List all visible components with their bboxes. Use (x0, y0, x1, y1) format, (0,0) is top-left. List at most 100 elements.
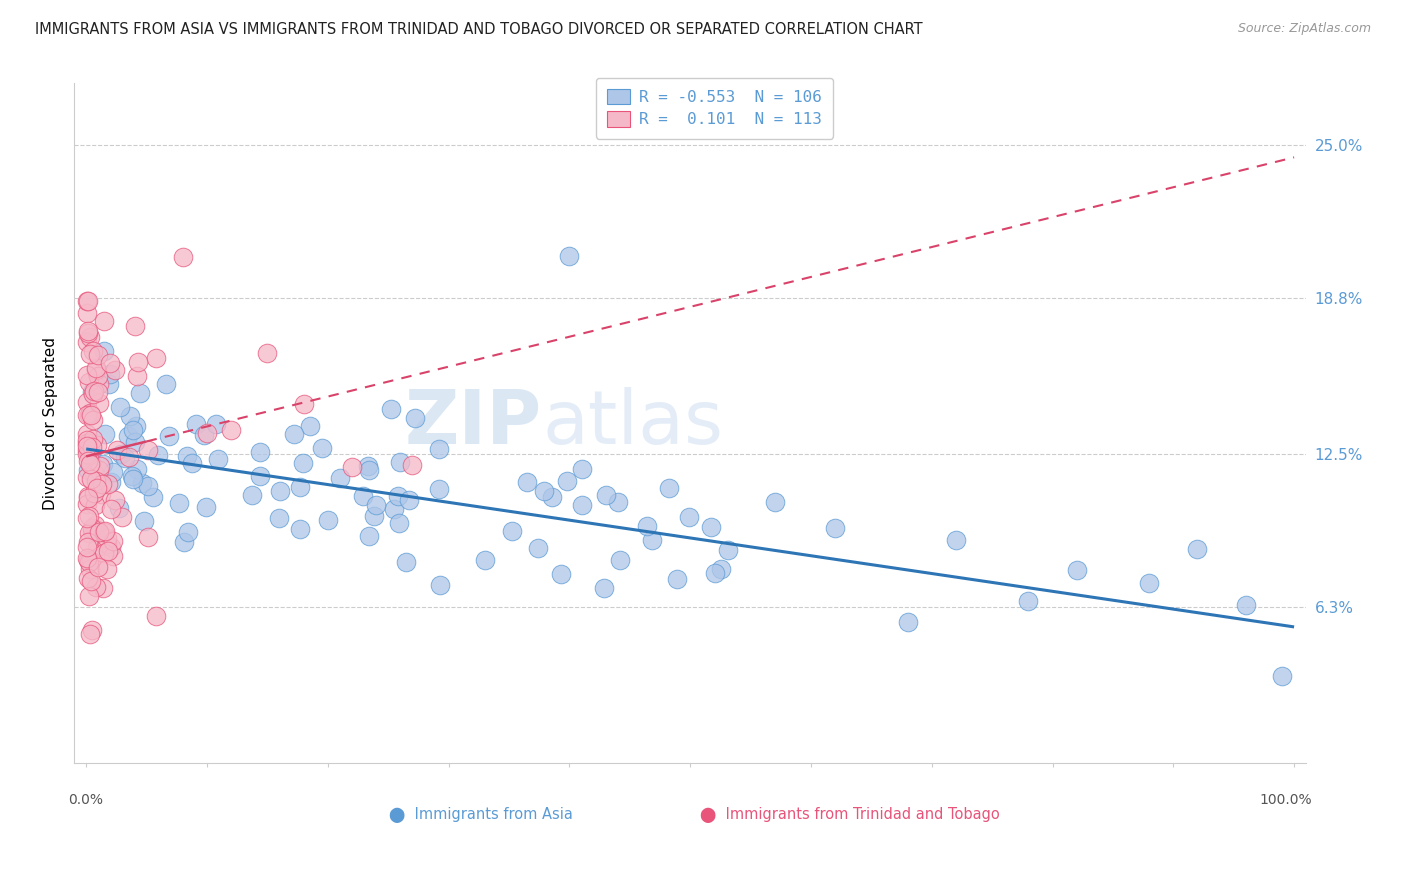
Point (117, 450, 139, 464)
Point (91, 581, 114, 595)
Point (108, 501, 131, 516)
Point (533, 483, 555, 498)
Text: ⬤  Immigrants from Trinidad and Tobago: ⬤ Immigrants from Trinidad and Tobago (700, 807, 1000, 823)
Point (606, 494, 628, 508)
Point (219, 423, 242, 437)
Point (717, 543, 740, 558)
Point (79, 441, 101, 455)
Point (93, 546, 115, 560)
Point (176, 449, 198, 463)
Point (550, 567, 572, 582)
Point (89, 524, 111, 539)
Point (79, 330, 101, 344)
Point (80, 623, 103, 637)
Point (79, 472, 101, 486)
Point (77, 491, 100, 505)
Point (87, 369, 110, 384)
Point (76, 511, 98, 525)
Legend: R = -0.553  N = 106, R =  0.101  N = 113: R = -0.553 N = 106, R = 0.101 N = 113 (596, 78, 834, 138)
Point (105, 442, 128, 457)
Point (128, 386, 150, 401)
Point (122, 423, 145, 437)
Point (79, 435, 101, 450)
Point (128, 355, 150, 369)
Point (267, 510, 290, 524)
Point (205, 417, 228, 431)
Point (76, 443, 98, 458)
Point (83, 517, 105, 532)
Point (387, 489, 409, 503)
Point (82, 387, 104, 401)
Point (145, 351, 167, 365)
Point (77, 408, 100, 422)
Point (76, 334, 98, 349)
Point (76, 433, 98, 447)
Point (516, 475, 538, 489)
Point (79, 457, 101, 471)
Point (527, 541, 550, 555)
Point (100, 475, 122, 490)
Point (86, 481, 108, 495)
Point (83, 384, 105, 398)
Point (87, 395, 110, 409)
Point (945, 533, 967, 548)
Point (636, 519, 658, 533)
Text: atlas: atlas (543, 386, 723, 459)
Point (80, 574, 103, 588)
Point (90, 477, 112, 491)
Point (100, 540, 122, 554)
Point (366, 499, 388, 513)
Point (429, 578, 451, 592)
Text: Source: ZipAtlas.com: Source: ZipAtlas.com (1237, 22, 1371, 36)
Point (427, 482, 450, 496)
Point (93, 343, 115, 358)
Point (136, 530, 159, 544)
Point (1271, 669, 1294, 683)
Point (1066, 563, 1088, 577)
Point (76, 497, 98, 511)
Point (318, 513, 340, 527)
Point (77, 324, 100, 338)
Point (97, 377, 120, 392)
Point (98, 368, 121, 382)
Point (80, 554, 103, 568)
Point (82, 524, 104, 538)
Point (79, 627, 101, 641)
Point (125, 419, 148, 434)
Point (1137, 576, 1160, 591)
Point (595, 488, 617, 502)
Point (76, 293, 98, 308)
Point (100, 501, 122, 516)
Point (138, 442, 160, 457)
Point (77, 448, 100, 462)
Point (79, 406, 101, 420)
Point (104, 363, 127, 377)
Point (117, 429, 139, 443)
Point (142, 490, 165, 504)
Point (666, 572, 689, 586)
Point (357, 463, 380, 477)
Point (136, 479, 159, 493)
Point (83, 466, 105, 480)
Point (79, 509, 101, 524)
Point (94, 524, 117, 538)
Point (77, 463, 100, 477)
Point (703, 566, 725, 580)
Point (110, 447, 132, 461)
Point (292, 456, 315, 470)
Point (76, 326, 98, 340)
Point (80, 384, 103, 399)
Point (111, 510, 134, 524)
Point (195, 426, 218, 441)
Point (76, 540, 98, 554)
Text: 100.0%: 100.0% (1260, 793, 1312, 807)
Point (76, 550, 98, 565)
Point (76, 470, 98, 484)
Point (124, 319, 146, 334)
Point (824, 521, 846, 535)
Point (97, 476, 120, 491)
Point (80, 521, 103, 535)
Point (148, 448, 170, 462)
Point (77, 375, 100, 389)
Point (76, 306, 98, 320)
